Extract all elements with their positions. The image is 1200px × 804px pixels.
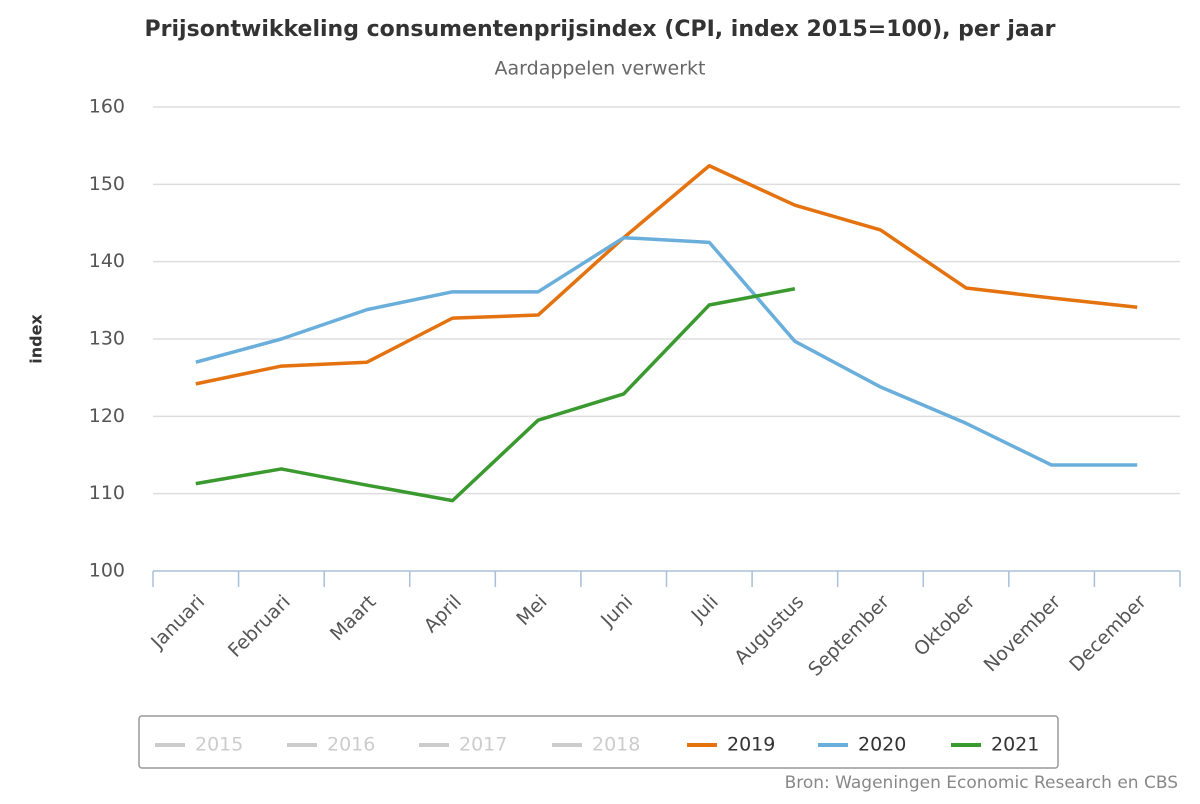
chart-subtitle: Aardappelen verwerkt	[495, 58, 706, 80]
x-tick-label: Maart	[326, 591, 380, 645]
y-tick-label: 120	[89, 405, 125, 427]
x-tick-label: Januari	[146, 591, 209, 654]
legend-box	[138, 715, 1059, 769]
x-tick-label: Juni	[596, 591, 637, 632]
series-line	[195, 164, 1138, 386]
chart-title: Prijsontwikkeling consumentenprijsindex …	[145, 17, 1056, 42]
y-tick-label: 160	[89, 96, 125, 118]
series-line	[195, 235, 1138, 467]
x-tick-label: Februari	[224, 591, 295, 662]
x-tick-label: September	[804, 591, 894, 681]
x-tick-label: December	[1065, 591, 1150, 676]
x-tick-label: November	[980, 591, 1066, 677]
legend-label: 2019	[727, 734, 775, 756]
y-tick-label: 130	[89, 328, 125, 350]
legend-label: 2020	[858, 734, 906, 756]
series-line	[195, 287, 796, 503]
x-tick-label: Mei	[512, 591, 551, 630]
y-tick-label: 100	[89, 560, 125, 582]
x-tick-label: Oktober	[910, 591, 980, 661]
legend-label: 2018	[592, 734, 640, 756]
legend-label: 2016	[327, 734, 375, 756]
x-tick-label: Augustus	[730, 591, 808, 669]
legend-label: 2017	[459, 734, 507, 756]
x-tick-label: Juli	[687, 591, 723, 627]
y-axis-label: index	[27, 314, 46, 364]
legend-label: 2021	[991, 734, 1039, 756]
x-tick-label: April	[420, 591, 466, 637]
source-note: Bron: Wageningen Economic Research en CB…	[785, 773, 1178, 793]
legend-label: 2015	[195, 734, 243, 756]
y-tick-label: 140	[89, 250, 125, 272]
y-tick-label: 110	[89, 482, 125, 504]
y-tick-label: 150	[89, 173, 125, 195]
